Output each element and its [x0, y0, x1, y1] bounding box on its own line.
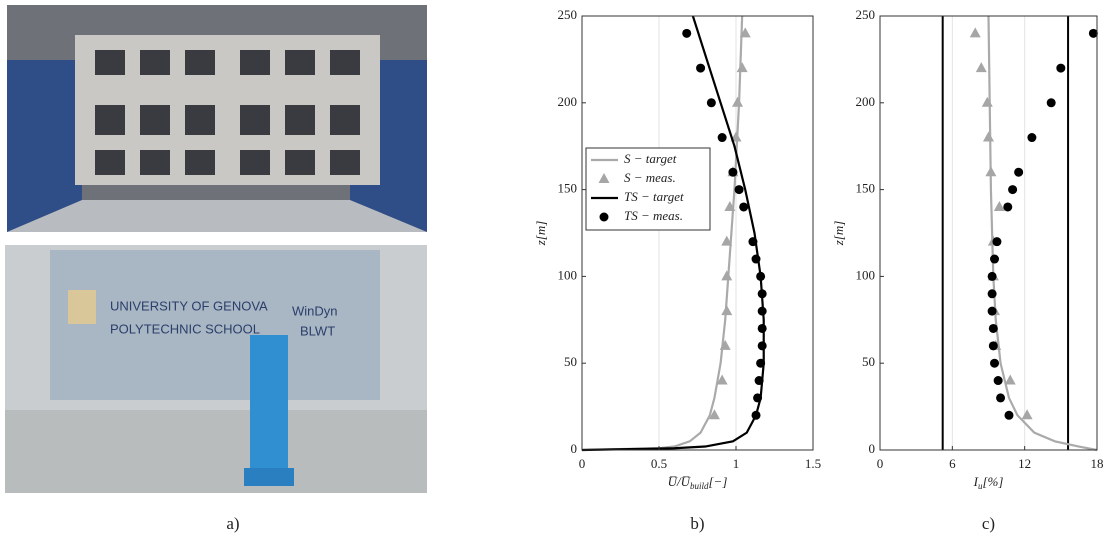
point — [753, 393, 762, 402]
point — [758, 341, 767, 350]
x-axis-label-part: [−] — [709, 474, 728, 489]
x-tick-label: 1 — [733, 456, 740, 471]
y-tick-label: 150 — [856, 181, 876, 196]
point — [752, 411, 761, 420]
x-axis-label-part: build — [690, 481, 709, 491]
y-tick-label: 200 — [856, 94, 876, 109]
photo-text: BLWT — [300, 323, 335, 338]
point — [1047, 98, 1056, 107]
point — [718, 133, 727, 142]
point — [739, 202, 748, 211]
legend-label: S − target — [624, 151, 677, 166]
point — [992, 237, 1001, 246]
point — [728, 168, 737, 177]
y-axis-label: z[m] — [533, 221, 548, 247]
point — [994, 376, 1003, 385]
y-tick-label: 100 — [856, 267, 876, 282]
point — [756, 359, 765, 368]
point — [1004, 411, 1013, 420]
caption: b) — [690, 514, 704, 533]
y-tick-label: 150 — [558, 181, 578, 196]
point — [1008, 185, 1017, 194]
legend-label: TS − meas. — [624, 208, 683, 223]
x-axis-label-part: U̅/U̅ — [668, 474, 692, 489]
y-tick-label: 200 — [558, 94, 578, 109]
x-axis-label: U̅/U̅build[−] — [668, 474, 728, 491]
photo-text: POLYTECHNIC SCHOOL — [110, 321, 260, 336]
y-tick-label: 250 — [856, 7, 876, 22]
caption: a) — [226, 514, 239, 533]
legend-label: TS − target — [624, 189, 684, 204]
photo-text: WinDyn — [292, 303, 338, 318]
point — [758, 289, 767, 298]
point — [735, 185, 744, 194]
caption: c) — [982, 514, 995, 533]
point — [989, 324, 998, 333]
point — [1027, 133, 1036, 142]
point — [988, 272, 997, 281]
point — [1003, 202, 1012, 211]
x-axis-label: Iu[%] — [973, 474, 1004, 491]
y-tick-label: 50 — [564, 354, 577, 369]
point — [996, 393, 1005, 402]
point — [988, 289, 997, 298]
y-tick-label: 0 — [869, 441, 876, 456]
point — [748, 237, 757, 246]
y-tick-label: 0 — [571, 441, 578, 456]
photo-bottom: UNIVERSITY OF GENOVA POLYTECHNIC SCHOOL … — [5, 245, 427, 493]
x-tick-label: 0 — [877, 456, 884, 471]
point — [707, 98, 716, 107]
figure: UNIVERSITY OF GENOVA POLYTECHNIC SCHOOL … — [0, 0, 1115, 543]
photo-text: UNIVERSITY OF GENOVA — [110, 298, 268, 313]
point — [752, 255, 761, 264]
x-tick-label: 6 — [949, 456, 956, 471]
x-tick-label: 0 — [579, 456, 586, 471]
point — [756, 272, 765, 281]
y-tick-label: 50 — [862, 354, 875, 369]
point — [755, 376, 764, 385]
point — [1056, 64, 1065, 73]
point — [988, 307, 997, 316]
x-tick-label: 18 — [1091, 456, 1104, 471]
point — [682, 29, 691, 38]
point — [989, 341, 998, 350]
legend-swatch — [600, 213, 609, 222]
point — [990, 255, 999, 264]
x-tick-label: 12 — [1018, 456, 1031, 471]
x-tick-label: 1.5 — [805, 456, 821, 471]
y-tick-label: 100 — [558, 267, 578, 282]
photo-top — [7, 5, 427, 232]
y-tick-label: 250 — [558, 7, 578, 22]
point — [696, 64, 705, 73]
point — [758, 307, 767, 316]
x-axis-label-part: [%] — [982, 474, 1003, 489]
legend-label: S − meas. — [624, 170, 676, 185]
point — [990, 359, 999, 368]
point — [758, 324, 767, 333]
x-tick-label: 0.5 — [651, 456, 667, 471]
y-axis-label: z[m] — [831, 221, 846, 247]
point — [1014, 168, 1023, 177]
plot-area — [582, 16, 813, 450]
